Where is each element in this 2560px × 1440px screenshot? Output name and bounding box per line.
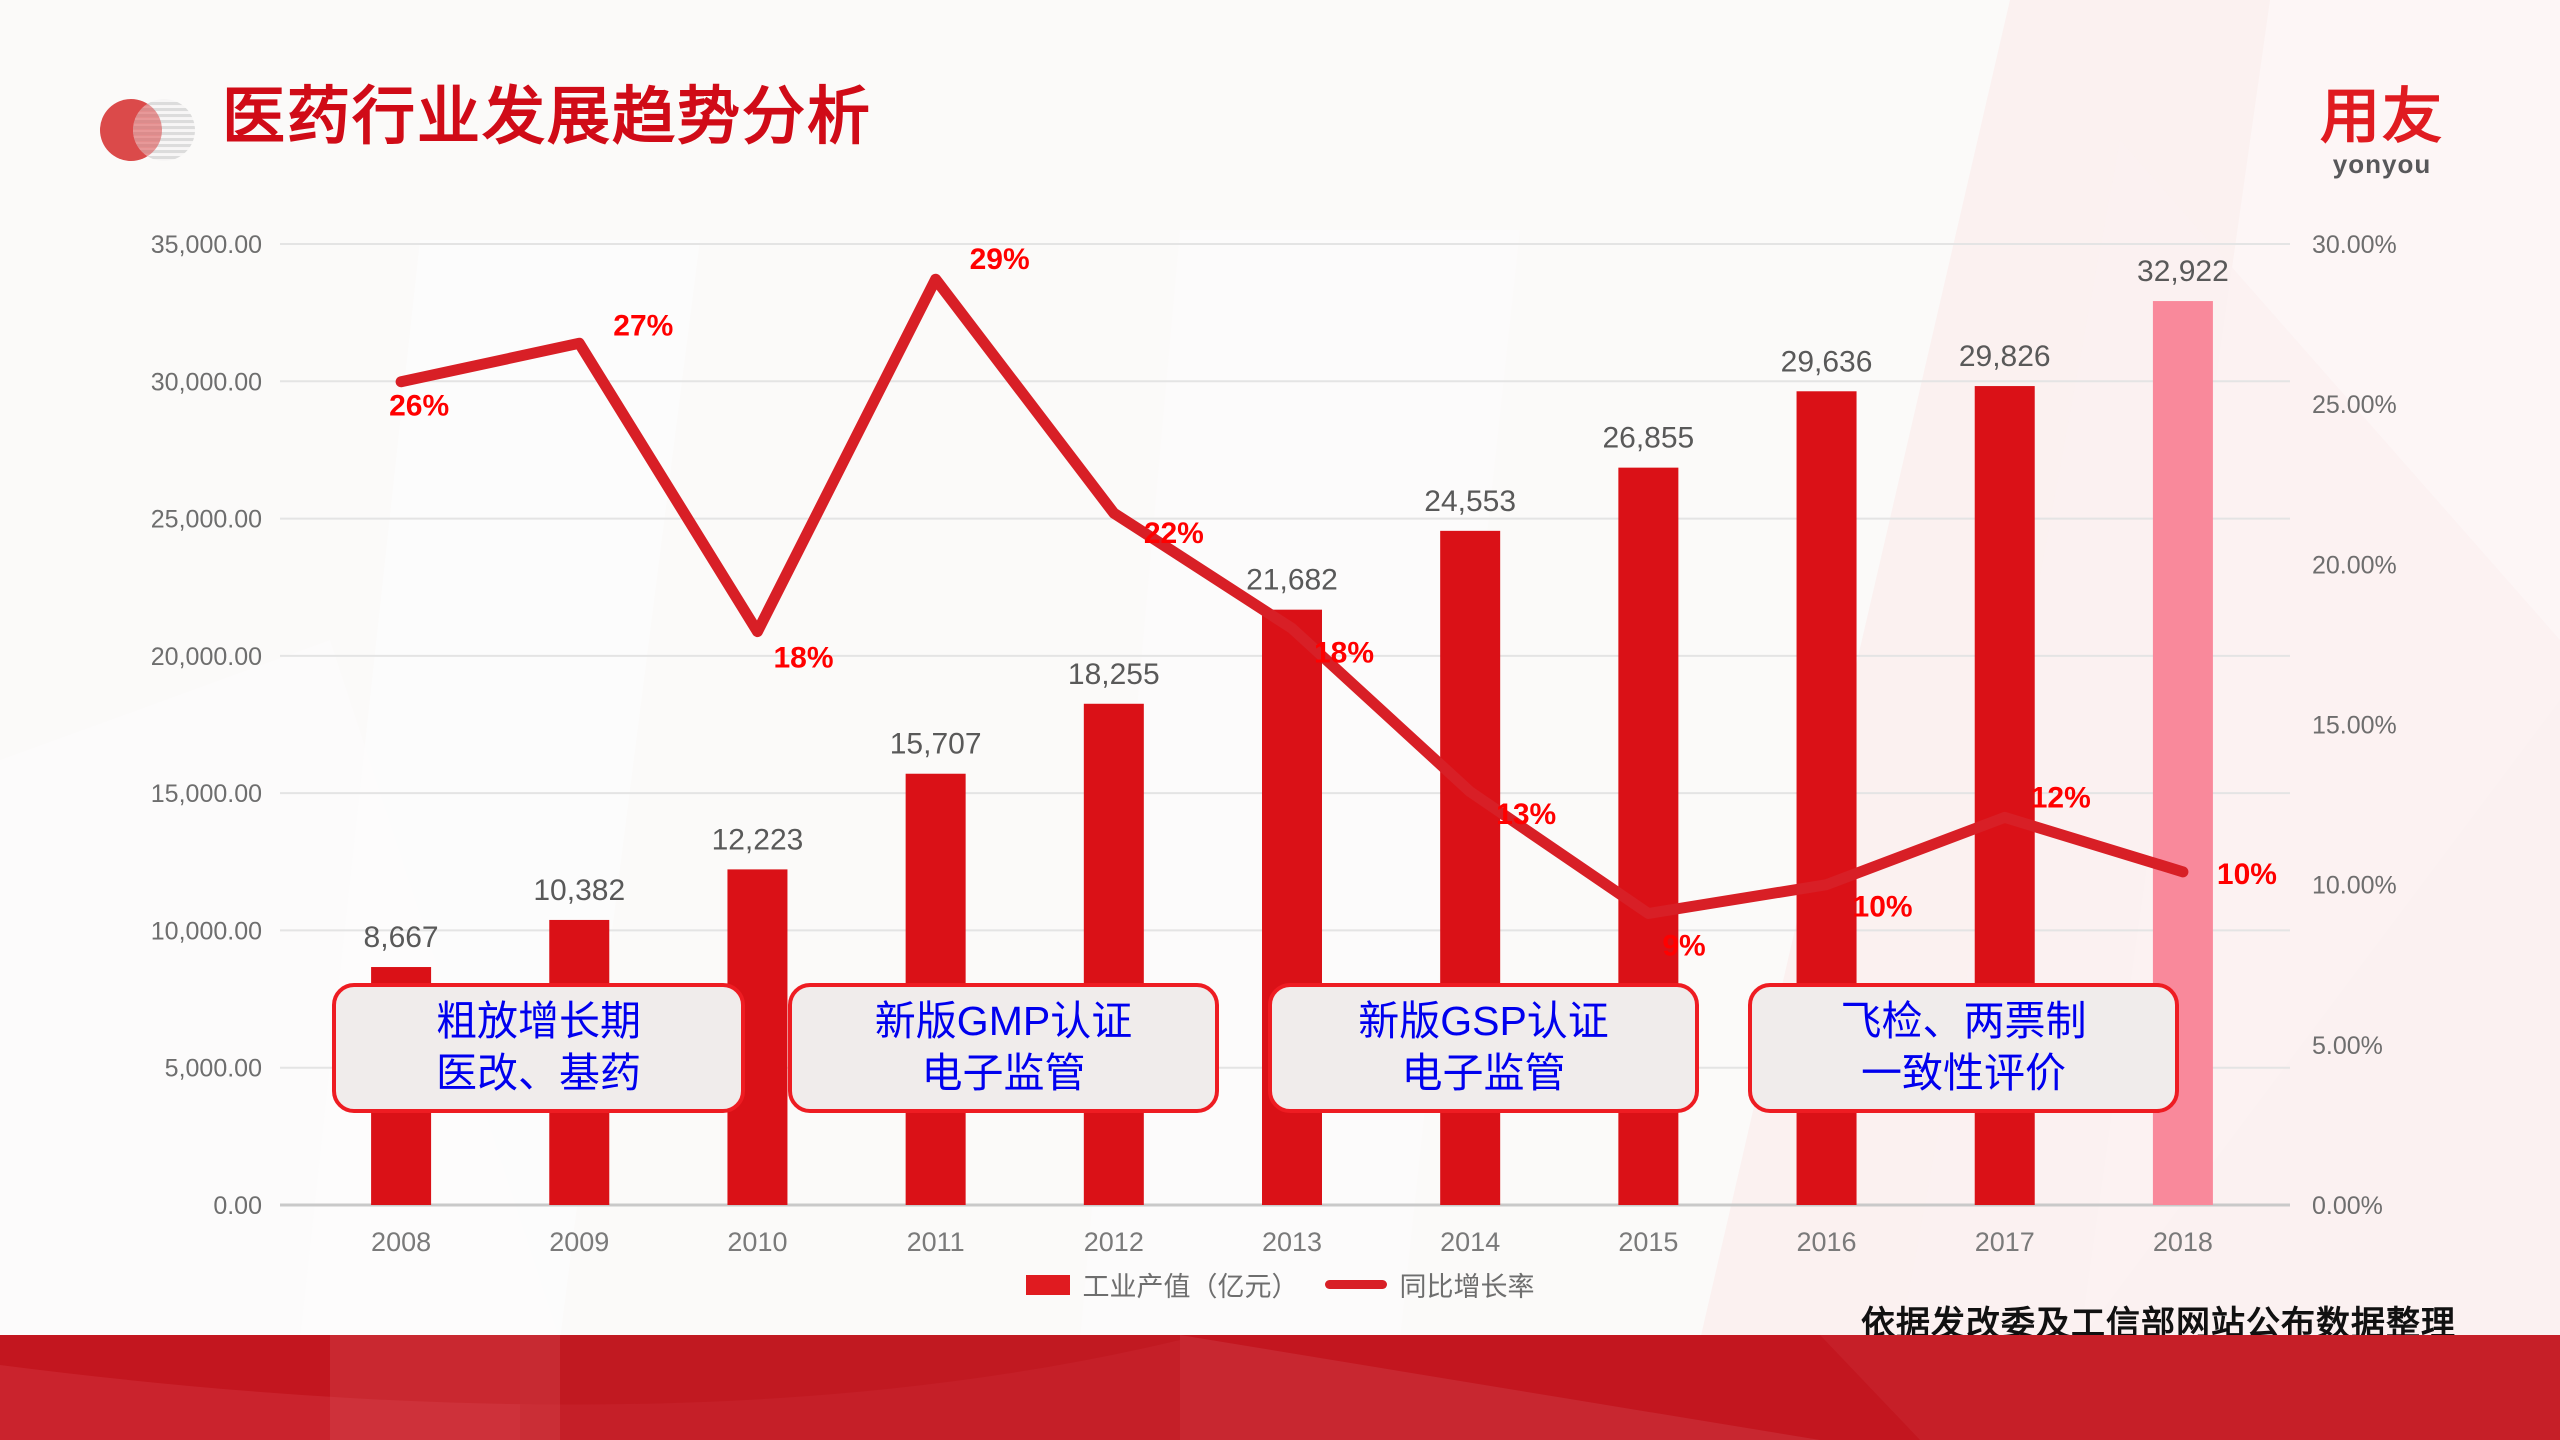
callout-line-1: 新版GMP认证 bbox=[874, 998, 1133, 1045]
bottom-decorative-band bbox=[0, 1335, 2560, 1440]
bar-label-2010: 12,223 bbox=[712, 823, 804, 856]
bar-2013[interactable] bbox=[1262, 609, 1322, 1205]
line-label-2008: 26% bbox=[389, 390, 449, 423]
bar-label-2014: 24,553 bbox=[1424, 485, 1516, 518]
callout-box-3[interactable]: 新版GSP认证 电子监管 bbox=[1268, 983, 1699, 1113]
callout-line-1: 飞检、两票制 bbox=[1840, 998, 2087, 1045]
legend-swatch-line-icon bbox=[1324, 1280, 1387, 1289]
y-axis-tick-label: 15,000.00 bbox=[151, 780, 262, 808]
line-label-2012: 22% bbox=[1144, 517, 1204, 550]
line-label-2017: 12% bbox=[2031, 781, 2091, 814]
x-axis-tick-label: 2013 bbox=[1262, 1227, 1322, 1257]
corporate-logo-cn: 用友 bbox=[2320, 83, 2444, 150]
line-label-2010: 18% bbox=[773, 642, 833, 675]
bar-label-2009: 10,382 bbox=[533, 874, 625, 907]
corporate-logo: 用友 yonyou bbox=[2292, 83, 2472, 180]
bar-label-2015: 26,855 bbox=[1602, 422, 1694, 455]
legend-label-line: 同比增长率 bbox=[1399, 1272, 1535, 1302]
y2-axis-tick-label: 0.00% bbox=[2312, 1192, 2383, 1220]
line-label-2016: 10% bbox=[1853, 891, 1913, 924]
y2-axis-tick-label: 20.00% bbox=[2312, 551, 2397, 579]
y2-axis-tick-label: 30.00% bbox=[2312, 231, 2397, 259]
bar-label-2013: 21,682 bbox=[1246, 564, 1338, 597]
x-axis-tick-label: 2018 bbox=[2153, 1227, 2213, 1257]
bar-label-2011: 15,707 bbox=[890, 728, 982, 761]
callout-line-1: 新版GSP认证 bbox=[1358, 998, 1609, 1045]
x-axis-tick-label: 2009 bbox=[549, 1227, 609, 1257]
line-label-2018: 10% bbox=[2217, 858, 2277, 891]
legend-swatch-bar-icon bbox=[1025, 1274, 1070, 1295]
line-label-2014: 13% bbox=[1496, 798, 1556, 831]
bar-label-2017: 29,826 bbox=[1959, 340, 2051, 373]
line-label-2013: 18% bbox=[1314, 636, 1374, 669]
x-axis-tick-label: 2015 bbox=[1618, 1227, 1678, 1257]
y2-axis-tick-label: 25.00% bbox=[2312, 391, 2397, 419]
y-axis-tick-label: 20,000.00 bbox=[151, 643, 262, 671]
callout-box-2[interactable]: 新版GMP认证 电子监管 bbox=[788, 983, 1219, 1113]
y2-axis-tick-label: 10.00% bbox=[2312, 872, 2397, 900]
bar-2012[interactable] bbox=[1083, 703, 1144, 1205]
bar-label-2016: 29,636 bbox=[1781, 345, 1873, 378]
y-axis-tick-label: 5,000.00 bbox=[165, 1055, 262, 1083]
y2-axis-tick-label: 15.00% bbox=[2312, 712, 2397, 740]
y-axis-tick-label: 35,000.00 bbox=[151, 231, 262, 259]
x-axis-tick-label: 2014 bbox=[1440, 1227, 1500, 1257]
line-label-2015: 9% bbox=[1662, 929, 1705, 962]
callout-line-2: 一致性评价 bbox=[1861, 1050, 2066, 1096]
legend-item-bar[interactable]: 工业产值（亿元） bbox=[1025, 1265, 1299, 1304]
callout-line-2: 医改、基药 bbox=[436, 1050, 641, 1096]
x-axis-tick-label: 2011 bbox=[907, 1227, 965, 1257]
corporate-logo-en: yonyou bbox=[2332, 148, 2432, 179]
y-axis-tick-label: 10,000.00 bbox=[151, 917, 262, 945]
x-axis-tick-label: 2017 bbox=[1975, 1227, 2035, 1257]
line-label-2009: 27% bbox=[613, 309, 673, 342]
page-title: 医药行业发展趋势分析 bbox=[222, 82, 872, 152]
callout-line-2: 电子监管 bbox=[921, 1050, 1086, 1096]
callout-box-1[interactable]: 粗放增长期 医改、基药 bbox=[332, 983, 745, 1113]
y-axis-tick-label: 25,000.00 bbox=[151, 506, 262, 534]
callout-line-1: 粗放增长期 bbox=[436, 998, 641, 1045]
line-label-2011: 29% bbox=[970, 243, 1030, 276]
x-axis-tick-label: 2010 bbox=[727, 1227, 787, 1257]
page-header: 医药行业发展趋势分析 用友 yonyou bbox=[0, 0, 2560, 190]
x-axis-tick-label: 2012 bbox=[1084, 1227, 1144, 1257]
overlapping-circles-logo-icon bbox=[88, 96, 206, 164]
x-axis-tick-label: 2016 bbox=[1797, 1227, 1857, 1257]
legend-label-bar: 工业产值（亿元） bbox=[1082, 1272, 1299, 1302]
callout-line-2: 电子监管 bbox=[1401, 1050, 1566, 1096]
bar-label-2018: 32,922 bbox=[2137, 255, 2229, 288]
y-axis-tick-label: 0.00 bbox=[213, 1192, 262, 1220]
callout-box-4[interactable]: 飞检、两票制 一致性评价 bbox=[1748, 983, 2179, 1113]
legend-item-line[interactable]: 同比增长率 bbox=[1324, 1265, 1535, 1304]
bar-label-2012: 18,255 bbox=[1068, 658, 1160, 691]
y-axis-tick-label: 30,000.00 bbox=[151, 368, 262, 396]
x-axis-tick-label: 2008 bbox=[371, 1227, 431, 1257]
bar-label-2008: 8,667 bbox=[364, 921, 439, 954]
y2-axis-tick-label: 5.00% bbox=[2312, 1032, 2383, 1060]
